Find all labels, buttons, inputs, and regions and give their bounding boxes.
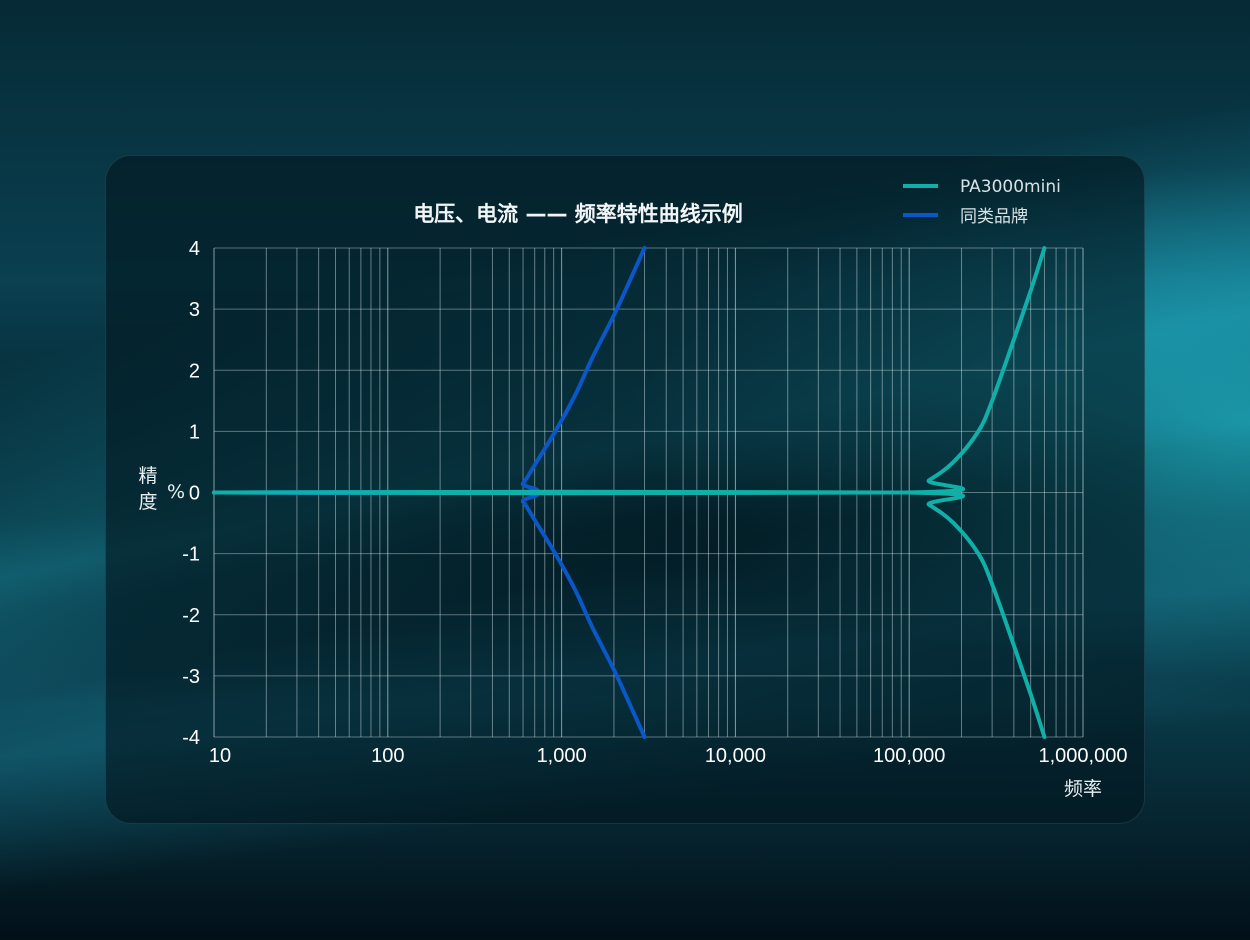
y-tick-label: 0 xyxy=(189,483,200,505)
curves xyxy=(212,246,1047,739)
series-line-pa3000mini-lower xyxy=(212,489,1047,739)
x-tick-label: 100 xyxy=(371,745,404,767)
legend-label-pa3000mini: PA3000mini xyxy=(960,177,1061,197)
legend: PA3000mini 同类品牌 xyxy=(903,177,1061,227)
chart-panel xyxy=(105,155,1145,824)
x-tick-label: 10 xyxy=(209,745,231,767)
y-tick-label: -4 xyxy=(182,727,200,749)
legend-label-competitor: 同类品牌 xyxy=(960,207,1028,227)
x-tick-label: 100,000 xyxy=(873,745,945,767)
y-axis-unit: % xyxy=(167,481,185,503)
y-axis-label: 精度 xyxy=(138,465,157,513)
y-tick-label: -1 xyxy=(182,544,200,566)
y-tick-label: 1 xyxy=(189,421,200,443)
y-tick-label: 2 xyxy=(189,360,200,382)
y-tick-label: -3 xyxy=(182,666,200,688)
chart-title: 电压、电流 —— 频率特性曲线示例 xyxy=(413,202,743,226)
y-tick-label: 3 xyxy=(189,299,200,321)
x-tick-label: 1,000 xyxy=(537,745,587,767)
x-tick-label: 10,000 xyxy=(705,745,766,767)
y-tick-label: -2 xyxy=(182,605,200,627)
y-tick-label: 4 xyxy=(189,238,200,260)
x-tick-label: 1,000,000 xyxy=(1039,745,1128,767)
x-axis-label: 频率 xyxy=(1064,778,1102,800)
